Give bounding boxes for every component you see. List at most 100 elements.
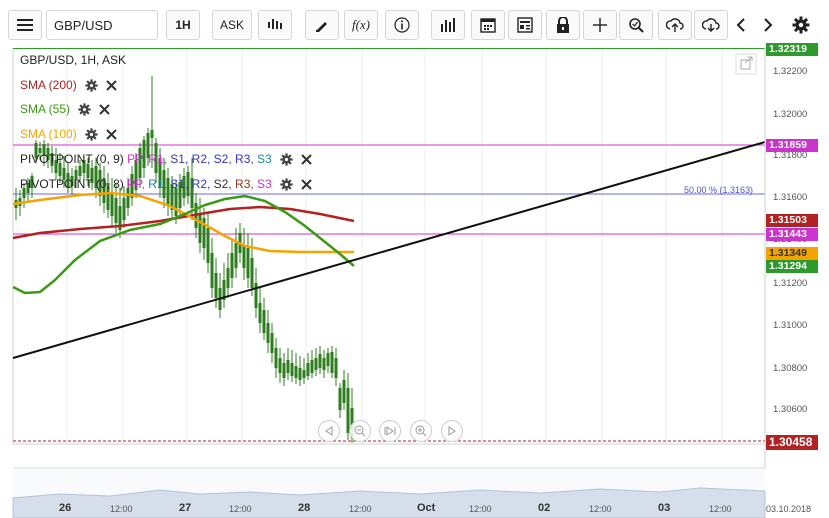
candle-body: [58, 163, 62, 176]
volume-button[interactable]: [431, 10, 465, 40]
toolbar: 1H ASK f(x): [0, 0, 829, 48]
close-icon[interactable]: [301, 178, 312, 190]
candle-body: [114, 198, 118, 223]
pivot-row: PIVOTPOINT (0, 8) PP, R1, S1, R2, S2, R3…: [20, 175, 312, 193]
lock-button[interactable]: [546, 10, 580, 40]
close-icon[interactable]: [105, 128, 117, 140]
pivot-level-label: PP,: [127, 177, 149, 191]
interval-button[interactable]: 1H: [166, 10, 200, 40]
gear-icon[interactable]: [85, 78, 98, 92]
download-icon: [702, 18, 720, 32]
indicator-row: SMA (100): [20, 125, 117, 143]
time-tick-label: 27: [179, 502, 192, 514]
reset-zoom-button[interactable]: [349, 420, 371, 442]
pencil-icon: [316, 22, 327, 32]
candle-body: [54, 160, 58, 173]
price-type-label: ASK: [219, 18, 244, 32]
candle-body: [122, 198, 126, 220]
candle-body: [126, 188, 130, 208]
close-icon[interactable]: [301, 153, 312, 165]
time-tick-label: 28: [298, 502, 311, 514]
pivot-level-label: R2,: [191, 177, 214, 191]
pivot-level-label: S3: [257, 152, 272, 166]
candle-body: [298, 368, 302, 380]
candle-body: [82, 160, 86, 173]
candle-body: [290, 363, 294, 376]
candle-body: [202, 218, 206, 248]
candle-body: [62, 168, 66, 180]
fullscreen-icon[interactable]: [735, 53, 757, 75]
candle-body: [214, 273, 218, 298]
menu-button[interactable]: [8, 10, 42, 40]
candle-body: [174, 188, 178, 216]
crosshair-button[interactable]: [583, 10, 617, 40]
price-tick-label: 1.32200: [773, 66, 808, 77]
pan-left-button[interactable]: [318, 420, 340, 442]
upload-button[interactable]: [658, 10, 692, 40]
skip-end-button[interactable]: [379, 420, 401, 442]
candle-body: [66, 173, 70, 188]
zoom-in-button[interactable]: [410, 420, 432, 442]
pan-right-button[interactable]: [441, 420, 463, 442]
candle-body: [326, 353, 330, 366]
candle-body: [46, 148, 50, 160]
scroll-left-button[interactable]: [731, 12, 751, 38]
candle-body: [158, 158, 162, 188]
gear-icon[interactable]: [280, 177, 293, 191]
candle-body: [118, 206, 122, 230]
candle-body: [102, 178, 106, 203]
lock-icon: [557, 17, 569, 33]
price-tick-label: 1.30600: [773, 404, 808, 415]
bar-chart-icon: [441, 18, 455, 32]
gear-icon: [792, 16, 810, 34]
indicators-button[interactable]: f(x): [344, 10, 378, 40]
info-button[interactable]: [385, 10, 419, 40]
time-tick-label: 03: [658, 502, 671, 514]
price-tick-label: 1.31200: [773, 278, 808, 289]
candle-body: [342, 380, 346, 403]
zoom-out-icon: [354, 425, 366, 437]
vertical-grid: [13, 48, 765, 445]
candle-body: [266, 323, 270, 343]
price-tag: 1.31294: [766, 260, 818, 273]
price-type-button[interactable]: ASK: [212, 10, 252, 40]
zoom-in-icon: [415, 425, 427, 437]
candle-body: [98, 170, 102, 196]
candle-body: [110, 193, 114, 216]
candle-body: [134, 160, 138, 190]
gear-icon[interactable]: [78, 102, 91, 116]
plot-frame: [12, 48, 766, 445]
candle-body: [274, 348, 278, 368]
gear-icon[interactable]: [280, 152, 293, 166]
download-button[interactable]: [694, 10, 728, 40]
scroll-right-button[interactable]: [758, 12, 778, 38]
candle-body: [166, 178, 170, 206]
candle-body: [22, 188, 26, 198]
close-icon[interactable]: [105, 79, 117, 91]
pivot-label: PIVOTPOINT (0, 9) PP, R1, S1, R2, S2, R3…: [20, 152, 272, 166]
gear-icon[interactable]: [85, 127, 98, 141]
chart-area[interactable]: GBP/USD, 1H, ASK SMA (200) SMA (55) SMA (1…: [0, 43, 829, 518]
pivot-level-label: R3,: [235, 152, 258, 166]
news-button[interactable]: [508, 10, 542, 40]
pivot-level-label: R3,: [235, 177, 258, 191]
candle-body: [94, 166, 98, 188]
price-tag: 1.30458: [766, 435, 818, 450]
candle-body: [130, 174, 134, 198]
news-icon: [517, 17, 533, 33]
draw-button[interactable]: [305, 10, 339, 40]
close-icon[interactable]: [99, 103, 110, 115]
candle-body: [302, 370, 306, 378]
pivot-level-label: S2,: [213, 152, 236, 166]
calendar-button[interactable]: [471, 10, 505, 40]
candle-body: [106, 183, 110, 210]
candle-body: [286, 360, 290, 373]
symbol-input[interactable]: [46, 10, 158, 40]
zoom-button[interactable]: [619, 10, 653, 40]
settings-button[interactable]: [789, 12, 813, 38]
chart-type-button[interactable]: [258, 10, 292, 40]
time-tick-label: 12:00: [709, 504, 732, 514]
price-chart[interactable]: [0, 48, 829, 518]
chart-title: GBP/USD, 1H, ASK: [20, 53, 127, 67]
candle-body: [70, 176, 74, 186]
